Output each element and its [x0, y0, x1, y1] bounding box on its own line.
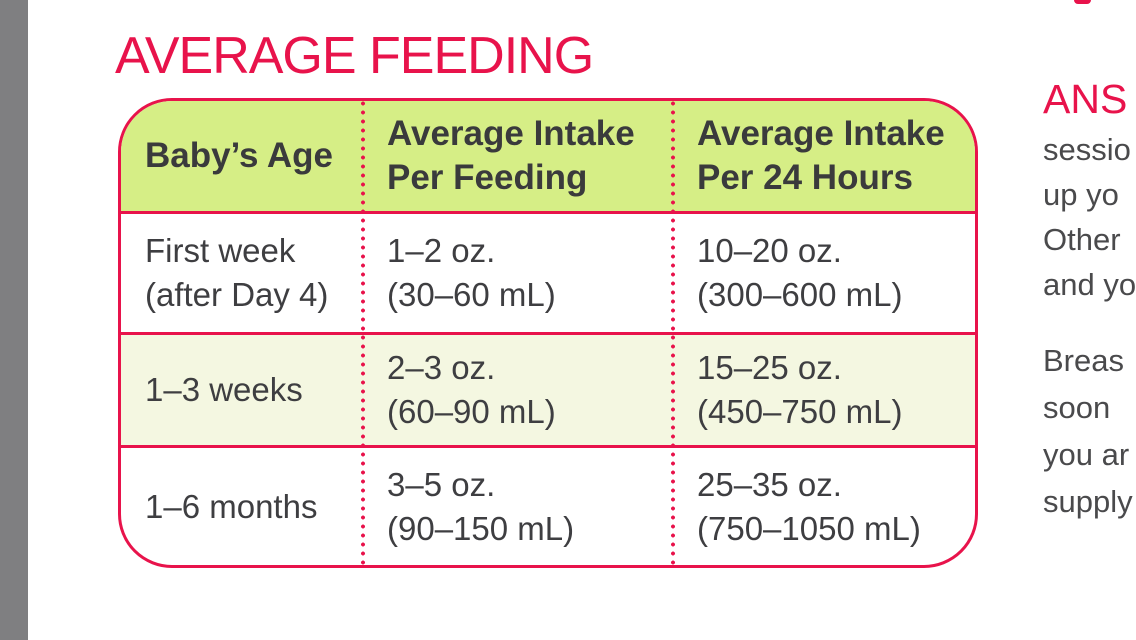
clipped-line: soon [1043, 390, 1111, 425]
table-cell-age-row3: 1–6 months [121, 445, 361, 565]
header-text: Per 24 Hours [697, 158, 913, 197]
average-feeding-table: Baby’s Age Average Intake Per Feeding Av… [118, 98, 978, 568]
left-gutter-bar [0, 0, 28, 640]
clipped-paragraph-1: sessio up yo Other and yo [1043, 127, 1136, 307]
table-cell-feeding-row1: 1–2 oz. (30–60 mL) [361, 211, 671, 332]
clipped-line: and yo [1043, 267, 1136, 302]
top-edge-red-mark [1074, 0, 1091, 4]
clipped-answer-heading: ANS [1043, 76, 1128, 122]
cell-text: (30–60 mL) [387, 276, 556, 313]
header-cell-babys-age: Baby’s Age [121, 101, 361, 211]
cell-text: 1–3 weeks [145, 371, 303, 408]
cell-text: First week [145, 232, 296, 269]
cell-text: 25–35 oz. [697, 465, 842, 503]
clipped-line: up yo [1043, 177, 1119, 212]
clipped-paragraph-2: Breas soon you ar supply [1043, 337, 1133, 525]
header-text: Average Intake [387, 114, 635, 153]
cell-text: 1–2 oz. [387, 232, 496, 269]
cell-text: 3–5 oz. [387, 465, 496, 503]
table-cell-feeding-row2: 2–3 oz. (60–90 mL) [361, 332, 671, 445]
page-title: AVERAGE FEEDING [115, 27, 594, 85]
table-cell-daily-row3: 25–35 oz. (750–1050 mL) [671, 445, 975, 565]
clipped-line: supply [1043, 484, 1133, 519]
clipped-line: sessio [1043, 132, 1131, 167]
cell-text: 15–25 oz. [697, 349, 842, 386]
clipped-line: Breas [1043, 343, 1124, 378]
cell-text: (300–600 mL) [697, 276, 903, 313]
adjacent-column-clipped-text: ANS sessio up yo Other and yo Breas soon… [1043, 0, 1136, 640]
header-cell-per-24-hours: Average Intake Per 24 Hours [671, 101, 975, 211]
clipped-line: Other [1043, 222, 1121, 257]
cell-text: (after Day 4) [145, 276, 329, 313]
cell-text: 1–6 months [145, 487, 318, 525]
table-cell-daily-row2: 15–25 oz. (450–750 mL) [671, 332, 975, 445]
header-text: Baby’s Age [145, 136, 334, 175]
header-text: Per Feeding [387, 158, 588, 197]
header-cell-per-feeding: Average Intake Per Feeding [361, 101, 671, 211]
table-cell-feeding-row3: 3–5 oz. (90–150 mL) [361, 445, 671, 565]
table-cell-age-row2: 1–3 weeks [121, 332, 361, 445]
cell-text: 2–3 oz. [387, 349, 496, 386]
table-cell-daily-row1: 10–20 oz. (300–600 mL) [671, 211, 975, 332]
cell-text: (750–1050 mL) [697, 509, 921, 547]
cell-text: 10–20 oz. [697, 232, 842, 269]
cell-text: (450–750 mL) [697, 393, 903, 430]
cell-text: (90–150 mL) [387, 509, 575, 547]
clipped-line: you ar [1043, 437, 1130, 472]
header-text: Average Intake [697, 114, 945, 153]
table-cell-age-row1: First week (after Day 4) [121, 211, 361, 332]
cell-text: (60–90 mL) [387, 393, 556, 430]
